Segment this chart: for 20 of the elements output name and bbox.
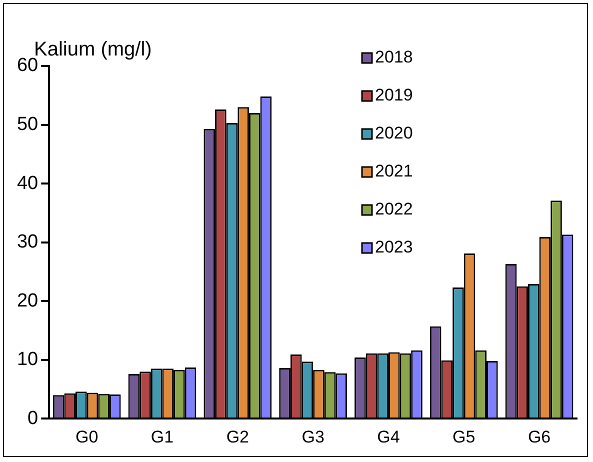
y-tick-label: 10 [16, 349, 38, 370]
x-tick-label: G5 [452, 427, 476, 446]
x-tick-label: G4 [377, 427, 400, 446]
legend-label: 2021 [375, 162, 413, 181]
x-tick-label: G3 [302, 427, 324, 446]
legend-label: 2023 [375, 238, 413, 257]
legend-label: 2022 [375, 200, 413, 219]
x-tick-label: G6 [528, 427, 551, 446]
y-tick-label: 60 [16, 55, 38, 76]
y-tick-label: 20 [16, 290, 38, 312]
x-tick-label: G2 [226, 427, 249, 446]
legend-label: 2020 [375, 124, 413, 143]
x-tick-label: G0 [75, 427, 98, 446]
x-tick-label: G1 [150, 427, 174, 446]
y-tick-label: 30 [16, 232, 38, 253]
y-tick-label: 50 [16, 114, 38, 135]
y-tick-label: 0 [28, 408, 38, 429]
legend-label: 2019 [375, 86, 413, 105]
y-tick-label: 40 [16, 172, 38, 194]
legend-label: 2018 [375, 48, 413, 67]
